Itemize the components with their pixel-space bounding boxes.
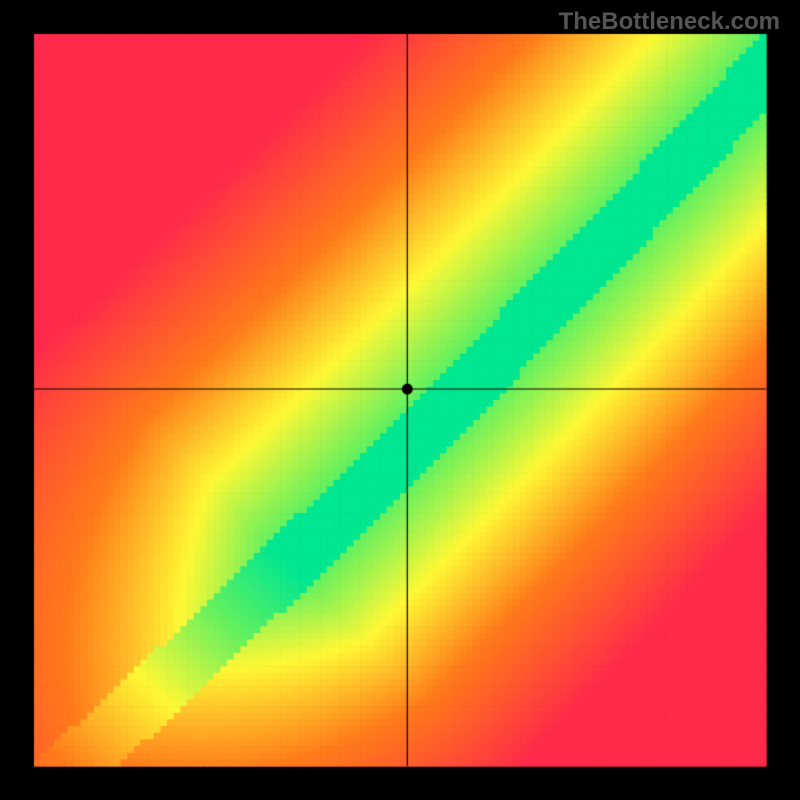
watermark-text: TheBottleneck.com [559,8,780,36]
heatmap-canvas [0,0,800,800]
chart-container: TheBottleneck.com [0,0,800,800]
